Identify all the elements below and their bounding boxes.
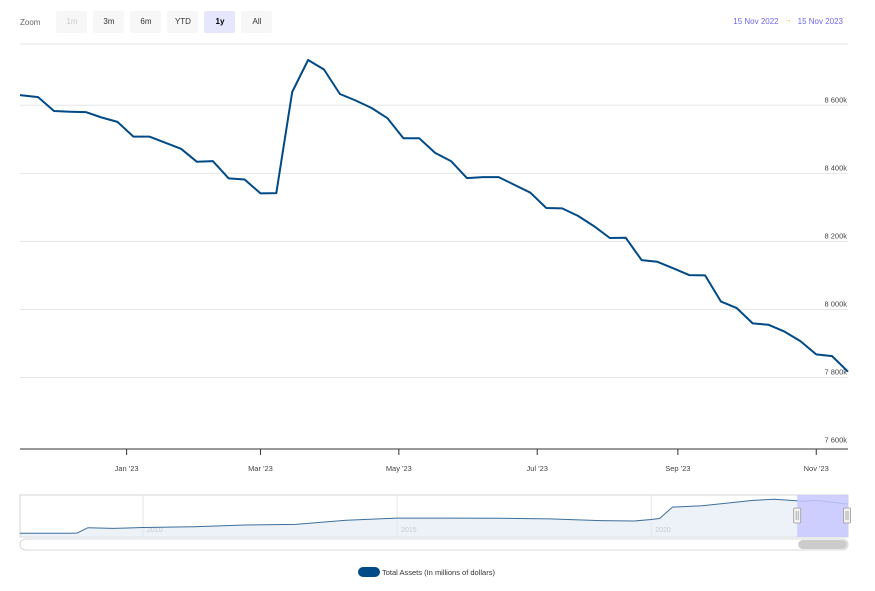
range-from-input[interactable]: 15 Nov 2022 xyxy=(733,17,779,26)
y-tick-label: 8 400k xyxy=(824,163,847,172)
data-point[interactable] xyxy=(609,237,611,239)
range-arrow-icon: → xyxy=(784,17,792,24)
range-to-input[interactable]: 15 Nov 2023 xyxy=(797,17,843,26)
y-axis-labels: 7 600k 7 800k 8 000k 8 200k 8 400k 8 600k xyxy=(824,95,847,444)
data-point[interactable] xyxy=(164,142,166,144)
grid-lines xyxy=(20,43,848,379)
data-point[interactable] xyxy=(720,301,722,303)
navigator-line xyxy=(19,498,849,534)
y-tick-label: 8 200k xyxy=(824,231,847,240)
data-point[interactable] xyxy=(85,111,87,113)
scrollbar-thumb[interactable] xyxy=(798,540,847,549)
data-point[interactable] xyxy=(307,59,309,61)
date-range: 15 Nov 2022 → 15 Nov 2023 xyxy=(733,17,843,26)
data-point[interactable] xyxy=(69,111,71,113)
data-point[interactable] xyxy=(275,192,277,194)
data-point[interactable] xyxy=(418,137,420,139)
navigator-handle-right[interactable] xyxy=(843,507,851,524)
data-point[interactable] xyxy=(672,267,674,269)
zoom-all-button[interactable]: All xyxy=(241,11,273,33)
data-point[interactable] xyxy=(704,274,706,276)
x-tick-label: May '23 xyxy=(386,464,412,473)
series-line[interactable] xyxy=(19,59,849,373)
data-point[interactable] xyxy=(228,177,230,179)
data-point[interactable] xyxy=(402,137,404,139)
y-tick-label: 8 600k xyxy=(824,95,847,104)
data-point[interactable] xyxy=(387,117,389,119)
data-point[interactable] xyxy=(148,136,150,138)
data-point[interactable] xyxy=(641,259,643,261)
data-point[interactable] xyxy=(180,148,182,150)
data-point[interactable] xyxy=(466,177,468,179)
x-axis-labels: Jan '23 Mar '23 May '23 Jul '23 Sep '23 Nov '… xyxy=(115,449,829,473)
zoom-1y-button[interactable]: 1y xyxy=(204,11,236,33)
navigator-series xyxy=(19,498,849,537)
data-point[interactable] xyxy=(784,331,786,333)
x-tick-label: Sep '23 xyxy=(665,464,690,473)
data-point[interactable] xyxy=(514,184,516,186)
data-point[interactable] xyxy=(53,110,55,112)
data-point[interactable] xyxy=(37,96,39,98)
navigator-handle-left[interactable] xyxy=(793,507,802,524)
legend-item[interactable]: Total Assets (In millions of dollars) xyxy=(358,567,495,577)
data-point[interactable] xyxy=(561,207,563,209)
series-group xyxy=(19,59,849,373)
data-point[interactable] xyxy=(656,261,658,263)
data-point[interactable] xyxy=(323,69,325,71)
x-tick-label: Jul '23 xyxy=(526,464,547,473)
data-point[interactable] xyxy=(434,152,436,154)
data-point[interactable] xyxy=(482,176,484,178)
data-point[interactable] xyxy=(752,322,754,324)
data-point[interactable] xyxy=(339,93,341,95)
navigator-selected-range[interactable] xyxy=(797,495,848,537)
x-tick-label: Jan '23 xyxy=(115,464,139,473)
y-tick-label: 8 000k xyxy=(824,299,847,308)
zoom-6m-button[interactable]: 6m xyxy=(130,11,162,33)
data-point[interactable] xyxy=(529,192,531,194)
y-tick-label: 7 800k xyxy=(824,368,847,377)
data-point[interactable] xyxy=(545,207,547,209)
data-point[interactable] xyxy=(19,94,21,96)
legend-label: Total Assets (In millions of dollars) xyxy=(382,567,495,577)
zoom-1m-button[interactable]: 1m xyxy=(56,11,88,33)
data-point[interactable] xyxy=(196,161,198,163)
data-point[interactable] xyxy=(847,371,849,373)
data-point[interactable] xyxy=(799,340,801,342)
legend-swatch xyxy=(358,567,380,577)
scrollbar-track[interactable] xyxy=(19,538,849,551)
data-point[interactable] xyxy=(831,355,833,357)
zoom-bar: Zoom 1m 3m 6m YTD 1y All xyxy=(20,11,273,33)
data-point[interactable] xyxy=(450,160,452,162)
data-point[interactable] xyxy=(132,136,134,138)
x-tick-label: Nov '23 xyxy=(804,464,829,473)
data-point[interactable] xyxy=(355,100,357,102)
data-point[interactable] xyxy=(260,192,262,194)
data-point[interactable] xyxy=(593,225,595,227)
zoom-ytd-button[interactable]: YTD xyxy=(167,11,199,33)
data-point[interactable] xyxy=(736,307,738,309)
data-point[interactable] xyxy=(291,91,293,93)
x-tick-label: Mar '23 xyxy=(248,464,273,473)
zoom-3m-button[interactable]: 3m xyxy=(93,11,125,33)
handle-grip[interactable] xyxy=(793,507,802,524)
data-point[interactable] xyxy=(625,237,627,239)
data-point[interactable] xyxy=(815,353,817,355)
data-point[interactable] xyxy=(244,179,246,181)
data-point[interactable] xyxy=(371,107,373,109)
data-point[interactable] xyxy=(212,160,214,162)
navigator[interactable]: 201020152020 xyxy=(19,494,851,538)
data-point[interactable] xyxy=(101,117,103,119)
data-point[interactable] xyxy=(768,324,770,326)
data-point[interactable] xyxy=(117,121,119,123)
data-point[interactable] xyxy=(498,176,500,178)
y-tick-label: 7 600k xyxy=(824,436,847,445)
handle-grip[interactable] xyxy=(843,507,851,524)
zoom-label: Zoom xyxy=(20,17,41,27)
data-point[interactable] xyxy=(577,215,579,217)
data-point[interactable] xyxy=(688,274,690,276)
